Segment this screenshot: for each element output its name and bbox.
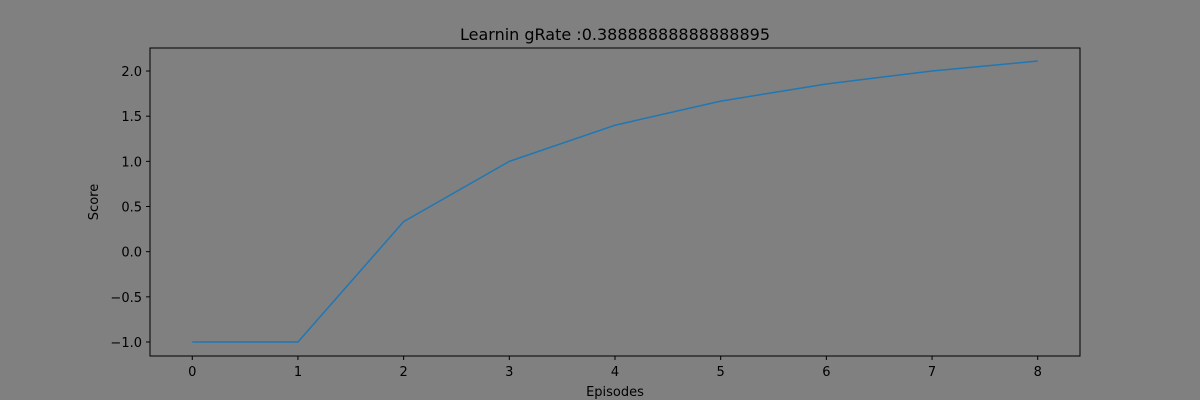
x-tick-label: 3	[505, 365, 513, 380]
x-axis-label: Episodes	[586, 385, 644, 400]
series-line	[192, 60, 1038, 343]
x-tick-label: 7	[928, 365, 936, 380]
x-tick-label: 0	[188, 365, 196, 380]
y-axis-label: Score	[87, 184, 102, 220]
chart-title: Learnin gRate :0.38888888888888895	[460, 25, 770, 44]
y-tick-label: 1.5	[121, 110, 142, 125]
x-axis-ticks: 0 1 2 3 4 5 6 7 8	[188, 356, 1042, 380]
x-tick-label: 8	[1034, 365, 1042, 380]
y-axis-ticks: −1.0 −0.5 0.0 0.5 1.0 1.5 2.0	[110, 65, 150, 351]
x-tick-label: 1	[294, 365, 302, 380]
x-tick-label: 6	[822, 365, 830, 380]
x-tick-label: 5	[717, 365, 725, 380]
plot-area	[192, 60, 1038, 343]
x-tick-label: 4	[611, 365, 619, 380]
y-tick-label: 0.5	[121, 201, 142, 216]
y-tick-label: −1.0	[110, 336, 142, 351]
y-tick-label: −0.5	[110, 291, 142, 306]
x-tick-label: 2	[399, 365, 407, 380]
y-tick-label: 0.0	[121, 246, 142, 261]
y-tick-label: 2.0	[121, 65, 142, 80]
y-tick-label: 1.0	[121, 155, 142, 170]
